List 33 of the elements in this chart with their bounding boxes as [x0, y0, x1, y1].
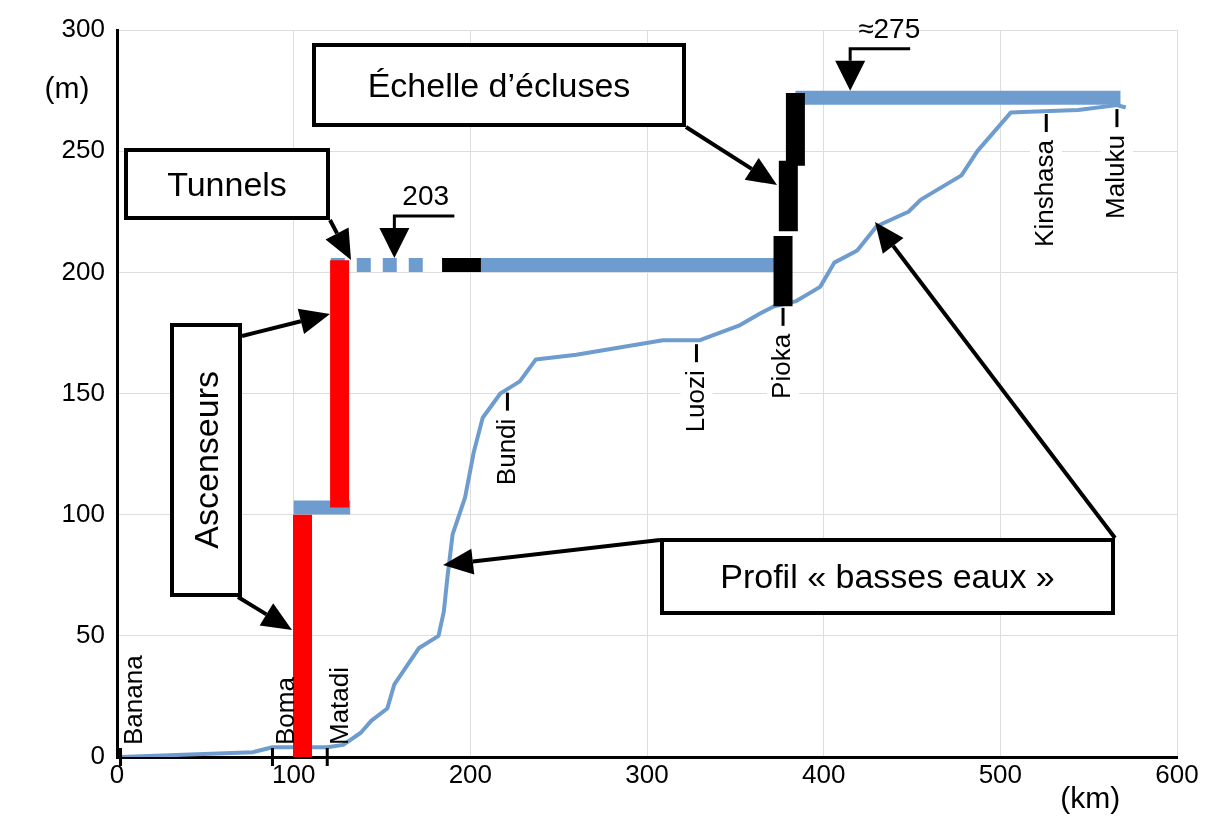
callout-box: Profil « basses eaux »	[660, 538, 1115, 615]
annotation: Kinshasa	[1029, 139, 1060, 247]
annotation: Pioka	[766, 333, 797, 399]
y-tick-label: 100	[61, 497, 105, 528]
annotation: Banana	[117, 654, 148, 745]
annotation: Échelle d’écluses	[367, 65, 631, 105]
annotation: Maluku	[1100, 135, 1131, 219]
y-tick-label: 150	[61, 376, 105, 407]
x-tick-label: 500	[978, 758, 1023, 789]
x-tick-label: 600	[1155, 758, 1199, 789]
annotation: Profil « basses eaux »	[720, 557, 1055, 596]
x-tick-label: 100	[271, 758, 316, 789]
annotation: Luozi	[679, 370, 710, 433]
callout-box: Ascenseurs	[170, 323, 242, 597]
x-tick-label: 0	[109, 758, 125, 789]
x-axis-title: (km)	[1060, 781, 1121, 815]
annotation: ≈275	[858, 12, 921, 44]
y-tick-label: 300	[61, 13, 105, 44]
annotation: Tunnels	[167, 164, 287, 204]
annotation: Matadi	[324, 666, 355, 745]
x-tick-label: 400	[801, 758, 846, 789]
annotation: Bundi	[490, 418, 521, 486]
callout-box: Échelle d’écluses	[312, 43, 686, 127]
annotation: Ascenseurs	[186, 371, 226, 549]
y-tick-label: 200	[61, 255, 105, 286]
y-axis-title: (m)	[44, 71, 90, 105]
y-tick-label: 250	[61, 134, 105, 165]
annotation: Boma	[269, 676, 300, 745]
annotation: 203	[402, 179, 450, 211]
x-tick-label: 300	[625, 758, 669, 789]
y-tick-label: 50	[76, 619, 105, 650]
callout-box: Tunnels	[124, 148, 330, 220]
x-tick-label: 200	[448, 758, 493, 789]
